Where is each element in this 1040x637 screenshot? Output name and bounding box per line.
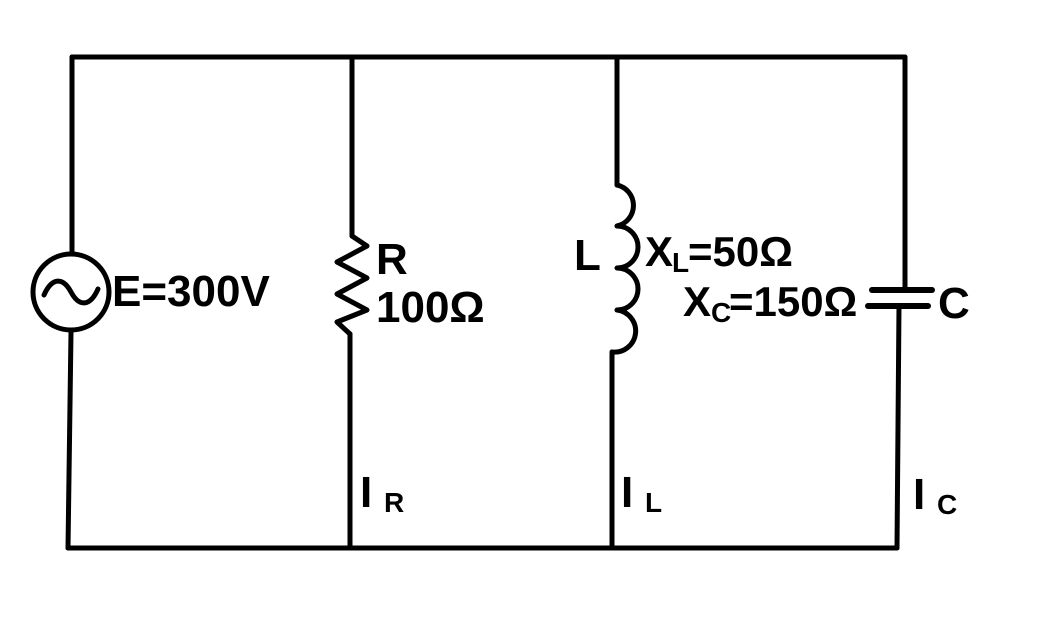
capacitor-current-label: I C (913, 470, 957, 520)
inductor-current-symbol: I (621, 468, 633, 517)
resistor-current-subscript: R (384, 487, 404, 518)
resistor-current-symbol: I (360, 468, 372, 517)
inductor-name-label: L (574, 231, 601, 280)
circuit-wires (65, 54, 908, 551)
ac-source-icon (41, 278, 101, 306)
ac-source-circle (30, 251, 112, 333)
capacitor-reactance-label: X C =150Ω (683, 278, 857, 328)
inductor-reactance-value: =50Ω (688, 228, 793, 275)
capacitor-name-label: C (938, 279, 970, 328)
capacitor-branch-bottom (894, 303, 902, 551)
source-branch-bottom (65, 329, 74, 551)
resistor-name-label: R (376, 235, 408, 284)
inductor-reactance-subscript: L (672, 247, 689, 278)
resistor: R 100Ω I R (334, 233, 485, 518)
inductor-coil (609, 182, 641, 355)
resistor-value-label: 100Ω (376, 283, 485, 332)
source-label: E=300V (112, 267, 270, 316)
capacitor-current-subscript: C (937, 489, 957, 520)
inductor-current-label: I L (621, 468, 662, 518)
capacitor: C X C =150Ω I C (683, 278, 970, 520)
inductor-current-subscript: L (645, 487, 662, 518)
capacitor-reactance-subscript: C (711, 297, 731, 328)
ac-source: E=300V (30, 251, 270, 333)
inductor-reactance-symbol: X (645, 228, 673, 275)
inductor-reactance-label: X L =50Ω (645, 228, 793, 278)
capacitor-current-symbol: I (913, 470, 925, 519)
capacitor-reactance-symbol: X (683, 278, 711, 325)
resistor-current-label: I R (360, 468, 404, 518)
capacitor-reactance-value: =150Ω (729, 278, 857, 325)
inductor: L X L =50Ω I L (574, 182, 793, 518)
resistor-zigzag (334, 233, 370, 337)
